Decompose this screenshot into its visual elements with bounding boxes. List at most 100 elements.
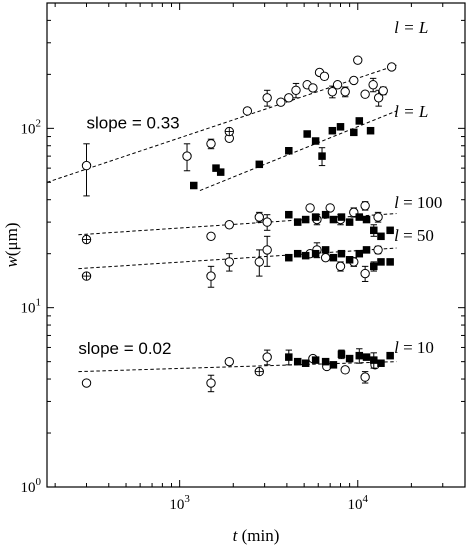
data-point-filled-square <box>370 226 378 235</box>
data-point-filled-square <box>337 249 346 258</box>
data-point-open-circle <box>262 352 272 362</box>
data-point-open-circle <box>360 268 370 279</box>
data-point-crossed-circle <box>81 234 92 245</box>
data-point-filled-square <box>386 258 394 266</box>
fit-filled-L-label: l = L <box>394 102 428 121</box>
data-point-filled-square <box>355 249 364 258</box>
x-tick-label: 104 <box>348 493 369 513</box>
data-point-open-circle <box>335 261 346 272</box>
data-point-open-circle <box>327 87 338 97</box>
data-point-crossed-circle <box>224 126 234 137</box>
data-point-filled-square <box>318 152 326 160</box>
data-point-open-circle <box>373 212 383 222</box>
data-point-filled-square <box>329 253 338 262</box>
data-point-open-circle <box>305 203 315 213</box>
x-tick-label: 103 <box>169 493 190 513</box>
y-tick-label: 101 <box>21 297 42 317</box>
data-point-open-circle <box>276 97 286 107</box>
data-point-filled-square <box>285 146 293 155</box>
y-tick-label: 100 <box>21 476 42 496</box>
data-point-open-circle <box>262 217 272 227</box>
data-point-filled-square <box>190 181 198 190</box>
slope-033-annotation: slope = 0.33 <box>87 113 180 132</box>
data-point-filled-square <box>362 353 371 361</box>
data-point-open-circle <box>262 93 272 103</box>
data-point-filled-square <box>345 354 354 363</box>
data-point-filled-square <box>216 168 225 176</box>
data-point-filled-square <box>301 215 310 224</box>
data-point-filled-square <box>337 350 346 358</box>
data-point-crossed-circle <box>81 271 92 281</box>
data-point-open-circle <box>308 83 318 93</box>
data-point-filled-square <box>329 361 338 369</box>
data-point-filled-square <box>336 123 345 131</box>
data-point-filled-square <box>386 351 394 360</box>
data-point-open-circle <box>254 257 264 267</box>
data-point-open-circle <box>386 62 397 72</box>
chart-labels: 103 104 100 101 102 t (min) w(μm) l = L l = L l =… <box>2 18 442 545</box>
data-point-open-circle <box>360 372 370 382</box>
data-point-filled-square <box>293 218 302 226</box>
data-point-filled-square <box>366 126 375 135</box>
data-point-open-circle <box>353 55 363 65</box>
data-point-open-circle <box>332 80 343 90</box>
data-point-filled-square <box>377 258 385 266</box>
data-point-filled-square <box>355 117 364 125</box>
data-point-filled-square <box>321 357 330 366</box>
data-point-filled-square <box>355 351 364 360</box>
data-point-open-circle <box>262 245 272 255</box>
data-point-filled-square <box>370 262 378 271</box>
data-point-filled-square <box>303 130 311 138</box>
data-point-filled-square <box>377 232 385 241</box>
data-point-filled-square <box>370 356 378 364</box>
data-point-open-circle <box>81 378 92 388</box>
data-point-filled-square <box>321 210 330 219</box>
data-point-open-circle <box>325 203 335 213</box>
data-point-filled-square <box>362 215 371 224</box>
data-point-filled-square <box>285 253 293 262</box>
plot-frame <box>46 2 466 488</box>
fit-filled-L <box>199 110 397 191</box>
data-point-open-circle <box>206 139 216 149</box>
slope-002-annotation: slope = 0.02 <box>78 339 171 358</box>
data-point-filled-square <box>386 226 394 235</box>
data-point-open-circle <box>320 252 331 263</box>
data-point-open-circle <box>360 201 370 211</box>
data-point-open-circle <box>81 160 92 171</box>
data-point-filled-square <box>337 213 346 221</box>
data-point-open-circle <box>373 245 383 255</box>
data-point-filled-square <box>311 356 320 364</box>
data-point-filled-square <box>311 213 320 221</box>
data-point-filled-square <box>355 213 364 221</box>
data-point-filled-square <box>255 160 264 169</box>
data-point-filled-square <box>311 137 320 145</box>
data-point-filled-square <box>321 246 330 254</box>
axis-ticks <box>47 2 466 488</box>
data-point-open-circle <box>242 106 253 116</box>
data-point-filled-square <box>377 359 385 367</box>
data-point-open-circle <box>360 89 370 99</box>
data-point-filled-square <box>293 357 302 366</box>
data-point-open-circle <box>284 93 294 103</box>
data-point-filled-square <box>301 251 310 260</box>
y-tick-label: 102 <box>21 117 42 137</box>
data-point-filled-square <box>285 210 293 219</box>
data-point-open-circle <box>319 71 330 82</box>
data-point-open-circle <box>378 86 388 96</box>
x-axis-title: t (min) <box>233 526 280 545</box>
data-point-filled-square <box>350 128 358 137</box>
y-axis-title: w(μm) <box>2 222 21 267</box>
data-point-open-circle <box>254 212 264 222</box>
data-markers <box>81 55 397 393</box>
fit-100-label: l = 100 <box>394 193 442 212</box>
data-point-open-circle <box>206 378 216 388</box>
data-point-open-circle <box>224 257 234 267</box>
data-point-open-circle <box>291 85 301 95</box>
data-point-open-circle <box>224 356 234 367</box>
data-point-open-circle <box>340 365 350 375</box>
data-point-filled-square <box>301 359 310 367</box>
data-point-filled-square <box>212 164 220 172</box>
data-point-filled-square <box>293 249 302 258</box>
fit-10-label: l = 10 <box>394 338 434 357</box>
